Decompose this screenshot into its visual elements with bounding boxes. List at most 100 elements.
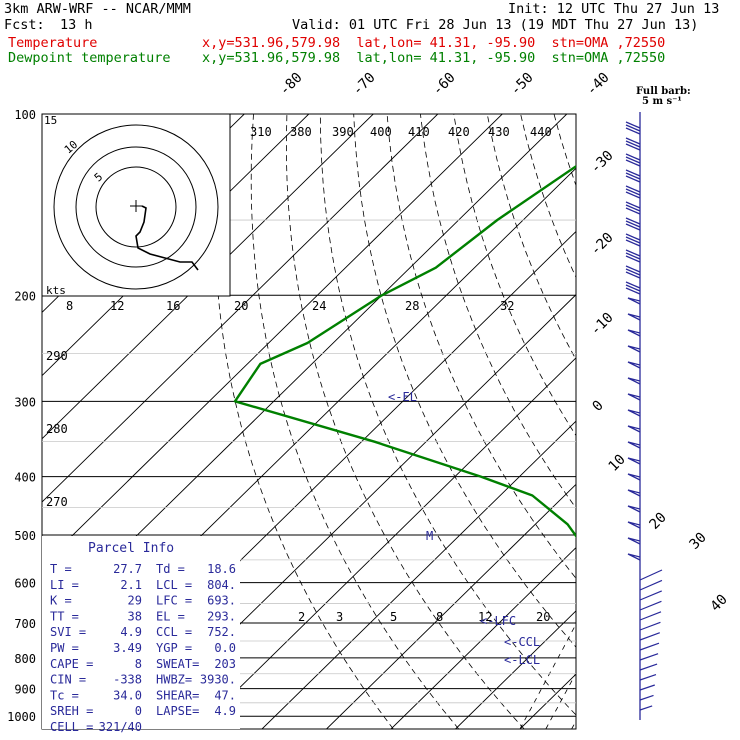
pressure-label-800: 800 (14, 652, 36, 666)
parcel-cell-7-2: HWBZ= (156, 673, 192, 687)
isotherm-label--70: -70 (350, 70, 379, 99)
wind-barb-flag (625, 188, 641, 196)
wind-barb-pennant (627, 345, 641, 353)
wind-barb-26 (627, 537, 641, 545)
wind-barb-pennant (627, 505, 641, 513)
wind-barb-pennant (627, 441, 641, 449)
parcel-cell-8-1: 34.0 (113, 688, 142, 702)
parcel-cell-6-3: 203 (214, 657, 236, 671)
wind-barb-18 (627, 409, 641, 417)
wind-barb-low-690 (639, 684, 655, 691)
pressure-label-200: 200 (14, 289, 36, 303)
isotherm--40 (261, 420, 576, 729)
theta-e-label-270: 270 (46, 495, 68, 509)
hodograph-trace (135, 205, 199, 271)
dewpoint-location: x,y=531.96,579.98 lat,lon= 41.31, -95.90… (202, 50, 666, 66)
parcel-info-rows: T = 27.7 Td = 18.6 LI = 2.1 LCL = 804. K = 29 LFC … (50, 562, 236, 734)
parcel-cell-9-1: 0 (135, 704, 142, 718)
pressure-label-400: 400 (14, 471, 36, 485)
temperature-trace (596, 114, 725, 703)
wind-barb-pennant (627, 457, 641, 465)
hodograph-ring-outer (53, 124, 219, 290)
valid-time: Valid: 01 UTC Fri 28 Jun 13 (19 MDT Thu … (292, 17, 699, 33)
pressure-label-1000: 1000 (7, 710, 36, 724)
dry-adiabat-grid (214, 114, 740, 729)
parcel-cell-6-0: CAPE = (50, 657, 93, 671)
dry-adiabat-270 (285, 114, 525, 729)
dry-adiabat-label-390: 390 (332, 125, 354, 139)
wind-barb-21 (627, 457, 641, 465)
wind-barb-flag (625, 255, 641, 263)
wind-barb-flag (625, 124, 641, 132)
wind-barb-flag (625, 217, 641, 225)
wind-barb-8 (625, 249, 641, 263)
wind-barb-4 (625, 185, 641, 199)
wind-barb-flag (625, 220, 641, 228)
wind-barb-2 (625, 153, 641, 167)
wind-barb-5 (625, 201, 641, 215)
wind-barb-flag (625, 265, 641, 273)
wind-barb-pennant (627, 489, 641, 497)
temperature-location: x,y=531.96,579.98 lat,lon= 41.31, -95.90… (202, 35, 666, 51)
sounding-traces (233, 114, 725, 703)
top-scale-label-32: 32 (500, 299, 514, 313)
mixing-ratio-label-20: 20 (536, 610, 550, 624)
parcel-cell-0-3: 18.6 (207, 562, 236, 576)
mixing-ratio-label-8: 8 (436, 610, 443, 624)
wind-barb-low-650 (639, 642, 660, 651)
parcel-cell-3-2: EL = (156, 609, 185, 623)
wind-barb-flag (625, 169, 641, 177)
parcel-cell-8-0: Tc = (50, 688, 79, 702)
wind-barb-flag (625, 143, 641, 151)
pressure-label-900: 900 (14, 683, 36, 697)
parcel-cell-5-1: 3.49 (113, 641, 142, 655)
top-scale-label-8: 8 (66, 299, 73, 313)
parcel-cell-4-0: SVI = (50, 625, 86, 639)
parcel-cell-8-2: SHEAR= (156, 688, 199, 702)
parcel-cell-2-1: 29 (128, 594, 142, 608)
parcel-info-title: Parcel Info (88, 541, 174, 556)
wind-barb-pennant (627, 473, 641, 481)
hodograph-ring-middle (75, 146, 197, 268)
top-scale-label-28: 28 (405, 299, 419, 313)
isotherm-label-0: 0 (590, 398, 607, 415)
wind-barb-flag (625, 284, 641, 292)
pressure-label-600: 600 (14, 577, 36, 591)
parcel-cell-8-3: 47. (214, 688, 236, 702)
dry-adiabat-250 (214, 114, 394, 729)
parcel-cell-10-0: CELL = (50, 720, 93, 734)
wind-key-value: 5 m s⁻¹ (642, 96, 682, 107)
wind-barb-low-700 (639, 694, 654, 701)
pressure-label-300: 300 (14, 395, 36, 409)
moist-adiabat-grid (519, 295, 740, 729)
level-markers: <-EL M <-LFC <-CCL <-LCL (388, 390, 540, 667)
wind-key-title: Full barb: (636, 86, 691, 97)
top-scale-label-24: 24 (312, 299, 326, 313)
dry-adiabat-370 (621, 114, 740, 729)
wind-barb-flag (625, 159, 641, 167)
moist-adiabat-20 (649, 295, 740, 729)
wind-barb-pennant (627, 329, 641, 337)
wind-barb-20 (627, 441, 641, 449)
wind-barb-low-580 (639, 569, 663, 581)
moist-adiabat-28 (701, 295, 740, 729)
wind-barb-3 (625, 169, 641, 183)
wind-barb-low-600 (639, 590, 662, 601)
wind-barb-15 (627, 361, 641, 369)
wind-barb-low-710 (639, 705, 653, 711)
parcel-cell-5-0: PW = (50, 641, 79, 655)
parcel-cell-4-3: 752. (207, 625, 236, 639)
parcel-cell-5-3: 0.0 (214, 641, 236, 655)
wind-barb-low-670 (639, 663, 658, 671)
dry-adiabat-380 (654, 114, 740, 729)
hodograph-ring-label-15: 15 (44, 114, 57, 127)
moist-adiabat-16 (623, 295, 740, 729)
hodograph-units: kts (46, 284, 66, 297)
init-time: Init: 12 UTC Thu 27 Jun 13 (508, 1, 720, 17)
parcel-cell-2-2: LFC = (156, 594, 192, 608)
wind-barb-flag (625, 236, 641, 244)
moist-adiabat-32 (726, 295, 740, 729)
moist-adiabat-0 (519, 623, 576, 729)
dry-adiabat-290 (353, 114, 576, 648)
